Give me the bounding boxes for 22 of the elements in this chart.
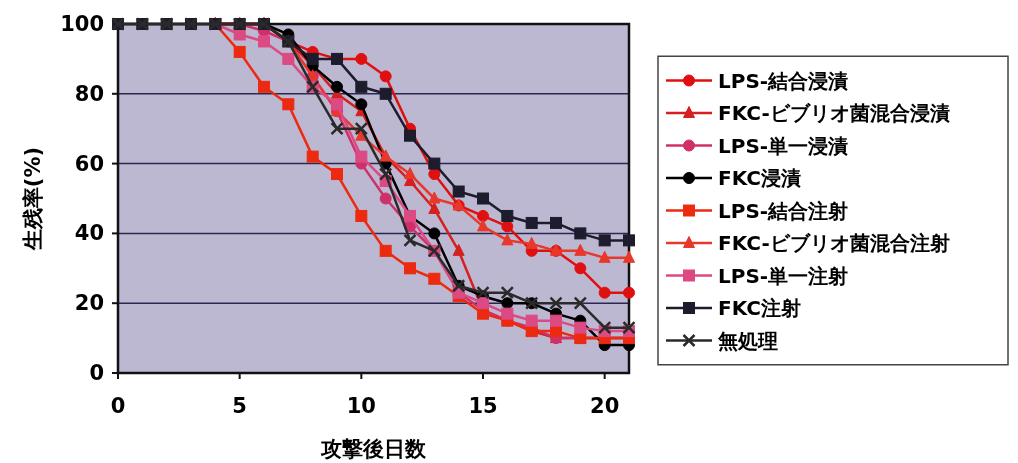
- x-tick-label: 20: [590, 394, 620, 418]
- y-tick-label: 100: [60, 12, 104, 36]
- y-tick-label: 60: [74, 151, 104, 176]
- y-tick-label: 0: [89, 361, 104, 385]
- y-tick-label: 40: [74, 221, 104, 246]
- legend-label: 無処理: [717, 328, 778, 353]
- legend-label: LPS-結合注射: [718, 198, 849, 223]
- y-axis-title: 生残率(%): [21, 146, 45, 252]
- y-tick-label: 20: [74, 291, 104, 316]
- legend-label: LPS-単一注射: [718, 263, 849, 288]
- y-tick-label: 80: [74, 81, 104, 106]
- x-tick-label: 5: [232, 394, 247, 418]
- x-axis-title: 攻撃後日数: [320, 437, 427, 461]
- legend-label: FKC注射: [718, 296, 801, 320]
- x-tick-label: 15: [468, 394, 498, 418]
- x-tick-label: 0: [110, 394, 126, 418]
- legend-label: FKC-ビブリオ菌混合注射: [718, 231, 950, 255]
- legend-label: FKC-ビブリオ菌混合浸漬: [718, 101, 950, 125]
- legend-label: LPS-結合浸漬: [718, 68, 849, 93]
- x-tick-label: 10: [346, 394, 376, 418]
- legend-label: LPS-単一浸漬: [718, 133, 849, 158]
- legend-label: FKC浸漬: [718, 166, 801, 190]
